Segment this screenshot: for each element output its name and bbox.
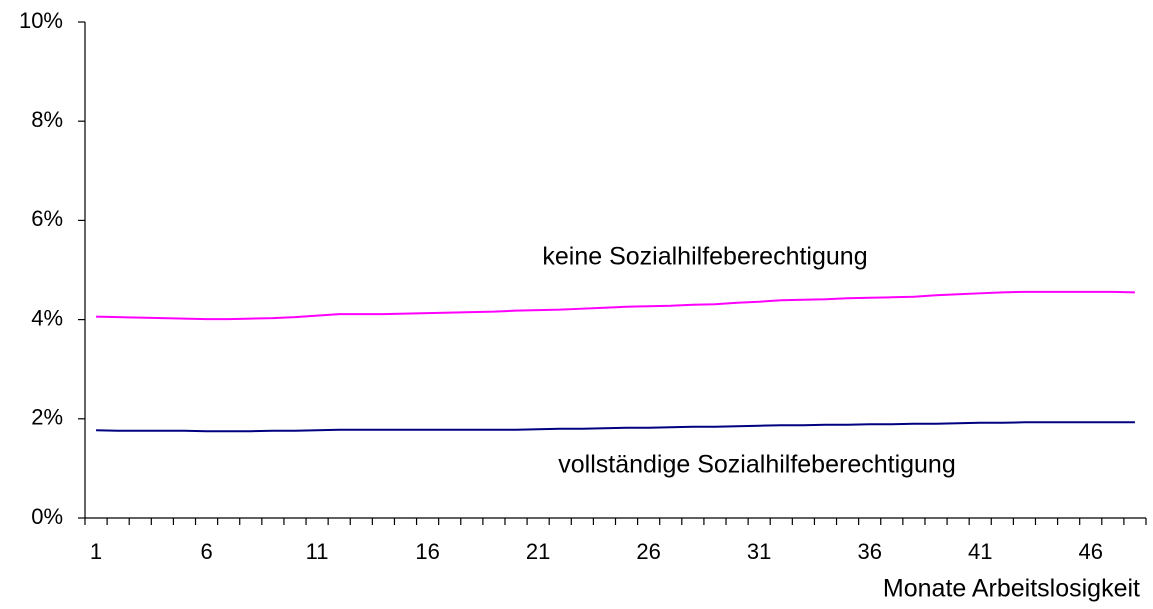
x-tick-label: 26 xyxy=(636,539,660,564)
x-tick-label: 21 xyxy=(526,539,550,564)
y-tick-label: 6% xyxy=(31,206,63,231)
x-tick-label: 46 xyxy=(1078,539,1102,564)
x-tick-label: 41 xyxy=(968,539,992,564)
series-line xyxy=(96,290,1135,321)
series-label: keine Sozialhilfeberechtigung xyxy=(542,243,867,271)
x-tick-label: 1 xyxy=(90,539,102,564)
x-tick-label: 31 xyxy=(747,539,771,564)
x-tick-label: 11 xyxy=(306,539,329,564)
y-tick-label: 10% xyxy=(19,8,63,33)
x-tick-label: 6 xyxy=(200,539,212,564)
y-tick-label: 0% xyxy=(31,504,63,529)
x-tick-label: 16 xyxy=(415,539,439,564)
y-tick-label: 2% xyxy=(31,405,63,430)
x-axis-label: Monate Arbeitslosigkeit xyxy=(883,575,1140,603)
series-line xyxy=(96,421,1135,433)
x-tick-label: 36 xyxy=(857,539,881,564)
series-label: vollständige Sozialhilfeberechtigung xyxy=(558,451,956,479)
y-tick-label: 4% xyxy=(31,305,63,330)
y-tick-label: 8% xyxy=(31,107,63,132)
